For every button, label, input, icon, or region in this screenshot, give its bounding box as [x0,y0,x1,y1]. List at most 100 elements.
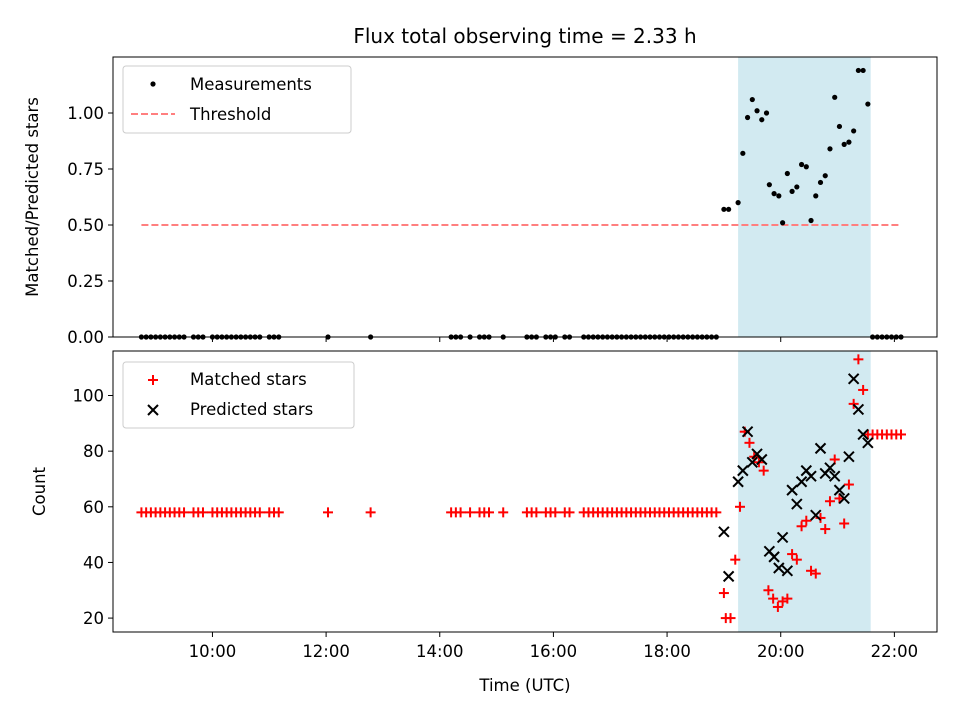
measurement-point [749,96,755,103]
matched-star-point [801,515,812,526]
matched-star-point [820,524,831,535]
predicted-star-point [773,562,785,574]
y-tick-label: 1.00 [67,104,104,123]
measurement-point [841,141,847,147]
predicted-star-point [795,476,808,488]
legend-box-bottom [122,361,355,429]
measurement-point [855,67,861,74]
y-tick-label: 80 [83,442,104,461]
x-tick-label: 16:00 [530,642,578,661]
x-tick-label: 10:00 [189,642,237,661]
matched-star-point [254,507,265,518]
measurement-point [832,94,838,100]
measurement-point [813,193,819,199]
measurement-point [780,220,786,226]
legend-measurements-marker [150,81,156,87]
matched-star-point [465,507,476,518]
matched-star-point [763,585,774,596]
matched-star-point [787,549,798,560]
matched-star-point [718,588,729,599]
x-tick-label: 22:00 [871,642,919,661]
measurement-point [759,117,765,123]
predicted-star-point [814,442,827,455]
y-tick-label: 0.00 [67,328,104,347]
measurement-point [726,206,732,212]
y-tick-label: 100 [73,387,105,406]
predicted-star-point [852,403,865,416]
matched-star-point [896,429,907,440]
predicted-star-point [791,498,803,510]
matched-star-point [858,384,869,395]
legend-box [122,65,352,134]
matched-star-point [810,568,821,579]
matched-star-point [455,507,466,518]
x-tick-label: 14:00 [416,642,464,661]
y-tick-label: 0.75 [67,160,104,179]
legend-predicted-label: Predicted stars [190,400,313,419]
measurement-point [822,173,828,179]
predicted-star-point [862,437,874,449]
predicted-star-point [781,565,794,577]
measurement-point [744,114,751,121]
bottom-panel: 20 40 60 80 100 10:00 12:00 14:00 16:00 18:00 20:0… [30,350,938,695]
measurement-point [776,193,782,199]
matched-star-point [564,507,575,518]
measurement-point [763,110,770,116]
measurement-point [860,67,866,74]
x-tick-label: 18:00 [643,642,691,661]
predicted-star-point [843,451,855,463]
matched-star-point [791,554,802,565]
bottom-axes-frame [112,350,938,633]
matched-star-point [725,613,736,624]
predicted-star-point [810,509,822,521]
measurement-point [808,217,814,224]
y-axis-title: Matched/Predicted stars [23,97,42,297]
legend-matched-marker [148,375,158,385]
legend-threshold-label: Threshold [189,105,271,124]
measurement-point [721,206,727,212]
top-axes-frame [112,56,938,338]
matched-star-point [744,437,755,448]
matched-star-point [498,507,509,518]
predicted-star-point [746,456,759,468]
matched-star-point [853,354,864,365]
measurement-point [754,108,760,114]
measurement-point [851,128,857,134]
y-axis-title-count: Count [30,466,49,516]
predicted-star-point [718,526,730,538]
highlight-span-rect [738,57,871,337]
predicted-star-point [741,425,754,438]
y-tick-label: 0.25 [67,272,104,291]
measurement-point [771,191,777,197]
observing-window-span-bottom [738,351,871,632]
chart-title: Flux total observing time = 2.33 h [353,24,696,48]
matched-star-point [197,507,208,518]
matched-star-point [796,521,807,532]
measurement-point [735,200,741,206]
matched-star-point [782,593,793,604]
matched-star-point [824,496,835,507]
measurement-point [803,164,809,170]
matched-star-point [531,507,542,518]
top-legend: Measurements Threshold [122,65,352,134]
top-panel: Flux total observing time = 2.33 h 0.00 0… [23,24,938,347]
legend-matched-label: Matched stars [190,370,307,389]
matched-star-point [839,518,850,529]
bottom-legend: Matched stars Predicted stars [122,361,355,429]
bottom-data-marks [136,354,907,624]
predicted-star-point [786,484,798,496]
measurement-point [740,150,746,156]
measurement-point [766,182,772,188]
predicted-star-point [833,484,846,496]
observing-window-span [738,57,871,337]
matched-star-point [484,507,495,518]
matched-star-point [730,554,741,565]
matched-star-point [365,507,376,518]
matched-star-point [550,507,561,518]
legend-x-glyph [147,404,159,416]
predicted-star-point [805,470,817,482]
measurement-point [794,184,800,190]
matched-star-point [711,507,722,518]
legend-plus-glyph [148,375,158,385]
predicted-star-point [824,462,836,474]
